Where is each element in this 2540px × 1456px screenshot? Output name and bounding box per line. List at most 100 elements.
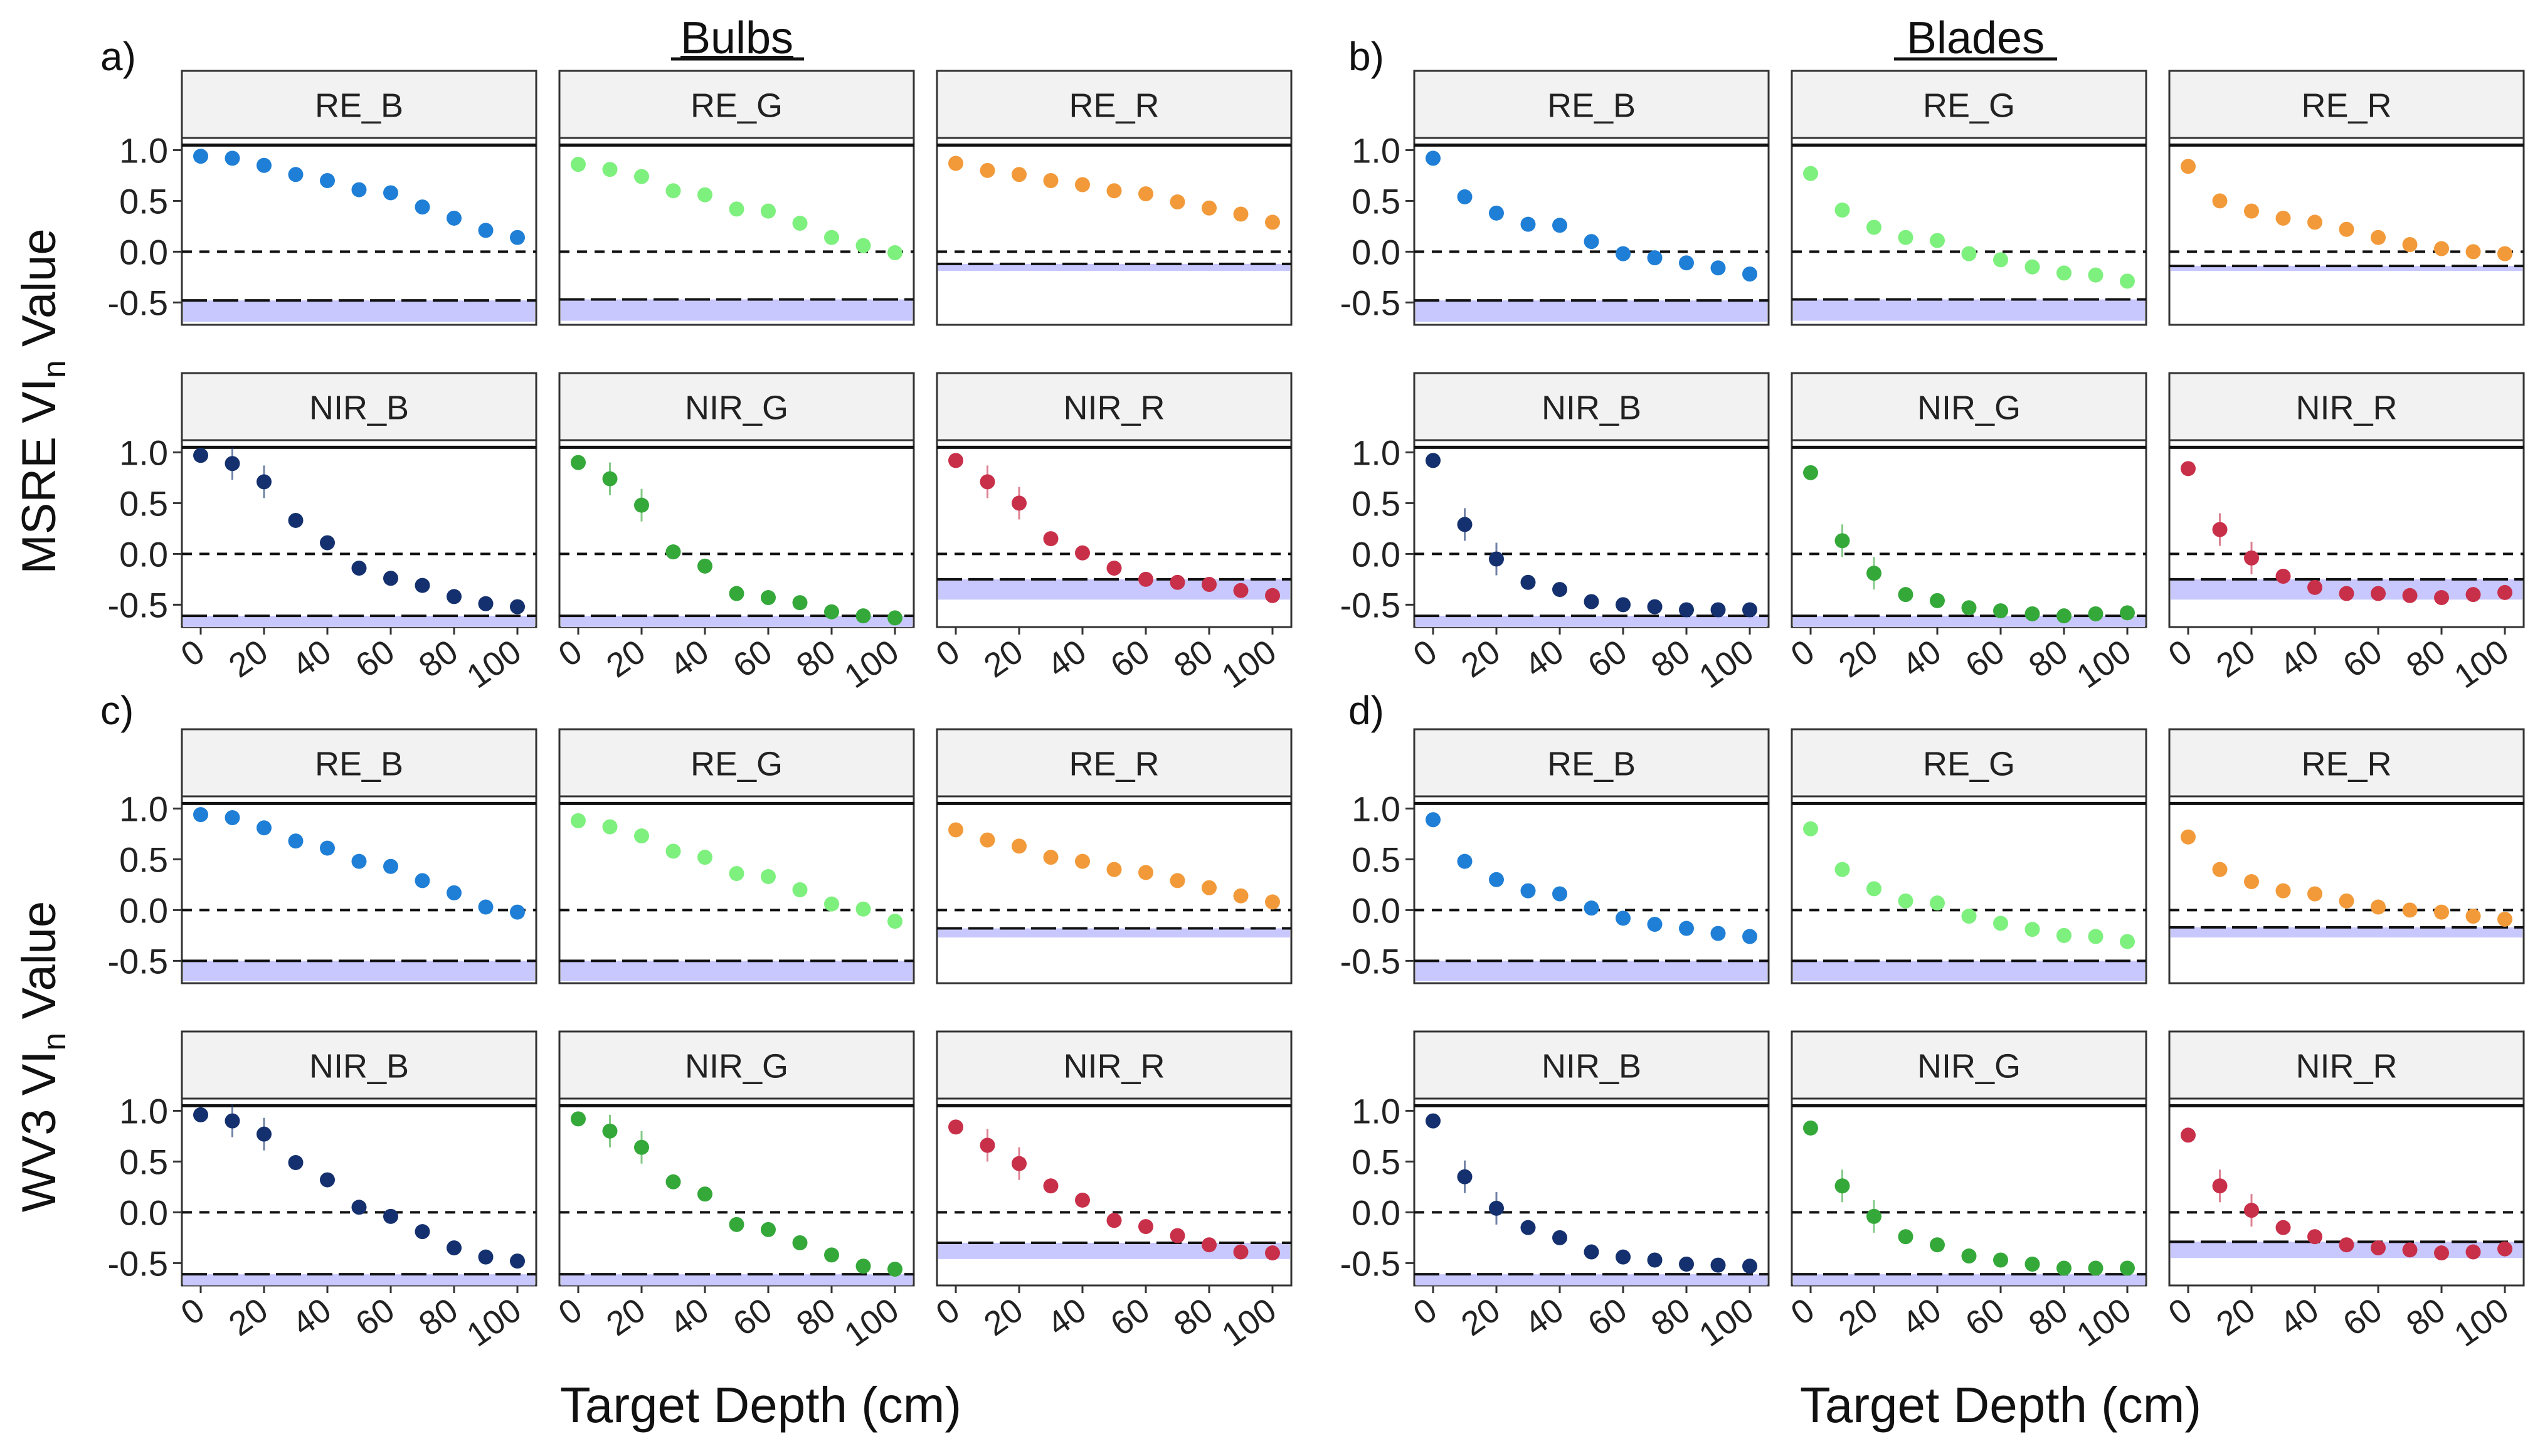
data-point: [257, 1126, 272, 1142]
x-tick-label: 20: [1832, 633, 1885, 685]
group-a: RE_B 1.0 0.5 0.0 -0.5 RE_G RE_R NIR_B 1.0 0.5 0.0 -…: [108, 70, 1293, 696]
data-point: [2056, 927, 2072, 943]
strip-header: [1413, 728, 1770, 798]
data-point: [1616, 597, 1631, 613]
data-point: [351, 561, 367, 576]
data-point: [761, 1221, 776, 1237]
strip-label: NIR_R: [1063, 1048, 1165, 1085]
x-tick-label: 80: [790, 1291, 842, 1344]
data-point: [2212, 522, 2228, 537]
strip-label: RE_R: [2301, 87, 2391, 125]
strip-header: [2168, 728, 2525, 798]
data-point: [447, 210, 462, 226]
data-point: [1993, 915, 2008, 931]
group-b: RE_B 1.0 0.5 0.0 -0.5 RE_G RE_R NIR_B 1.0 0.5 0.0 -…: [1340, 70, 2525, 696]
data-point: [2244, 203, 2259, 219]
data-point: [1710, 926, 1726, 941]
strip-label: NIR_B: [309, 1048, 409, 1085]
y-tick-label: -0.5: [108, 1243, 169, 1283]
y-tick-label: -0.5: [1340, 585, 1401, 625]
data-point: [1647, 1252, 1663, 1268]
x-tick-label: 0: [174, 1291, 211, 1332]
data-point: [1265, 214, 1280, 230]
data-point: [2024, 922, 2040, 937]
data-point: [1138, 865, 1153, 880]
xlabel-right: Target Depth (cm): [1800, 1377, 2201, 1433]
strip-label: RE_G: [1923, 87, 2015, 125]
data-point: [383, 571, 398, 586]
data-point: [2307, 886, 2322, 902]
data-point: [510, 229, 525, 245]
data-point: [2088, 1260, 2103, 1276]
plot-area: [936, 795, 1293, 984]
strip-label: RE_R: [1069, 87, 1159, 125]
data-point: [1138, 1219, 1153, 1235]
data-point: [2465, 244, 2481, 260]
y-tick-label: 1.0: [1352, 433, 1400, 472]
data-point: [2339, 586, 2354, 601]
y-tick-label: 1.0: [119, 1091, 168, 1131]
data-point: [510, 599, 525, 615]
strip-header: [1413, 70, 1770, 139]
data-point: [634, 1139, 649, 1155]
x-tick-label: 40: [1040, 633, 1093, 685]
data-point: [2307, 214, 2322, 230]
data-point: [320, 1172, 335, 1188]
x-tick-label: 100: [2448, 1291, 2516, 1354]
data-point: [792, 882, 808, 897]
x-tick-label: 100: [1215, 633, 1283, 696]
data-point: [288, 1155, 304, 1171]
data-point: [1834, 862, 1850, 877]
panel-grid: RE_B 1.0 0.5 0.0 -0.5 RE_G RE_R NIR_B 1.0 0.5 0.0 -…: [108, 70, 2525, 1354]
data-point: [824, 604, 839, 620]
strip-header: [2168, 372, 2525, 441]
data-point: [351, 1200, 367, 1215]
plot-area: [2168, 795, 2525, 984]
strip-header: [558, 70, 915, 139]
x-tick-label: 20: [222, 1291, 275, 1344]
data-point: [2371, 229, 2386, 245]
strip-label: RE_R: [1069, 746, 1159, 783]
data-point: [1584, 900, 1599, 916]
data-point: [665, 544, 681, 560]
panel-d-re-b: RE_B 1.0 0.5 0.0 -0.5: [1340, 728, 1770, 984]
data-point: [1803, 821, 1818, 836]
data-point: [1710, 1257, 1726, 1273]
data-point: [1043, 173, 1059, 189]
data-point: [1457, 189, 1473, 204]
y-tick-label: 0.0: [119, 890, 168, 930]
data-point: [665, 843, 681, 859]
threshold-band: [2171, 266, 2522, 272]
x-tick-label: 100: [460, 633, 528, 696]
strip-header: [181, 728, 537, 798]
data-point: [320, 535, 335, 551]
data-point: [1961, 1248, 1977, 1264]
data-point: [1457, 1169, 1473, 1184]
data-point: [2244, 550, 2259, 566]
data-point: [1489, 551, 1504, 567]
data-point: [1075, 1192, 1090, 1208]
data-point: [1803, 166, 1818, 181]
plot-area: [936, 137, 1293, 326]
data-point: [1170, 873, 1185, 889]
data-point: [1202, 1237, 1217, 1253]
strip-header: [1791, 70, 2147, 139]
data-point: [288, 833, 304, 849]
strip-header: [181, 372, 537, 441]
data-point: [665, 183, 681, 199]
x-tick-label: 80: [1167, 633, 1220, 685]
strip-label: NIR_B: [309, 389, 409, 427]
data-point: [1106, 183, 1122, 199]
strip-label: NIR_B: [1542, 1048, 1641, 1085]
data-point: [193, 149, 208, 164]
x-tick-label: 80: [1644, 633, 1697, 685]
data-point: [2120, 605, 2135, 621]
threshold-band: [938, 1242, 1290, 1259]
data-point: [1866, 1208, 1881, 1224]
strip-label: RE_B: [315, 746, 403, 783]
data-point: [1489, 872, 1504, 887]
data-point: [1202, 880, 1217, 895]
x-tick-label: 100: [1215, 1291, 1283, 1354]
